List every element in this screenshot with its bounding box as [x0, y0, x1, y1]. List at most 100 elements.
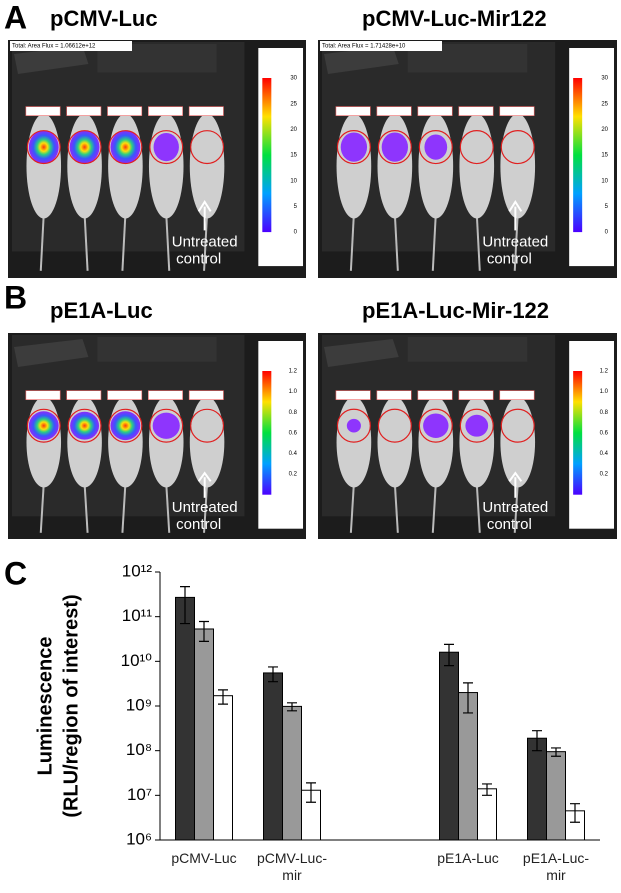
colorbar-tick: 1.0 — [289, 389, 298, 395]
roi-circle — [500, 408, 535, 443]
colorbar-tick: 1.2 — [289, 369, 298, 375]
arrow-head — [508, 471, 523, 482]
roi-circle — [190, 130, 225, 165]
bar — [175, 596, 195, 841]
x-tick-label: pCMV-Luc — [171, 850, 237, 866]
roi-circle — [26, 408, 61, 443]
annotation: control — [176, 516, 221, 533]
error-bar — [532, 730, 542, 752]
roi-label — [66, 106, 102, 116]
roi-label — [417, 106, 453, 116]
mouse-tail — [203, 483, 209, 533]
annotation: Untreated — [172, 233, 238, 250]
panel-letter: A — [4, 0, 27, 35]
arrow-head — [197, 471, 212, 482]
roi-circle — [67, 408, 102, 443]
signal — [28, 411, 59, 441]
mouse-tail — [513, 483, 519, 533]
signal — [424, 134, 448, 160]
roi-label — [335, 106, 371, 116]
mouse-tail — [203, 213, 209, 271]
roi-circle — [26, 130, 61, 165]
mouse-body — [108, 113, 143, 219]
signal — [28, 130, 59, 164]
error-bar — [306, 782, 316, 803]
colorbar-tick: 1.0 — [600, 389, 609, 395]
annotation: control — [487, 250, 532, 267]
roi-circle — [336, 130, 371, 165]
y-tick-label: 10⁸ — [126, 740, 152, 759]
roi-circle — [459, 408, 494, 443]
signal — [381, 132, 408, 162]
mouse-tail — [121, 483, 127, 533]
mouse-tail — [475, 483, 481, 533]
mouse-tail — [393, 213, 399, 271]
colorbar-tick: 20 — [601, 127, 608, 133]
error-bar — [551, 747, 561, 757]
image-title: pE1A-Luc — [50, 298, 153, 323]
mouse-body — [459, 113, 495, 219]
mouse-tail — [475, 213, 481, 271]
signal — [423, 413, 449, 438]
error-bar — [444, 643, 454, 667]
y-tick-label: 10⁹ — [126, 695, 152, 714]
error-bar — [268, 666, 278, 683]
x-tick-label: pE1A-Luc-mir — [522, 850, 590, 883]
signal — [152, 412, 180, 439]
roi-circle — [149, 130, 184, 165]
mouse-tail — [39, 213, 45, 271]
annotation: control — [487, 516, 532, 533]
colorbar — [573, 371, 583, 495]
flux-label: Total: Area Flux = 1.71428e+10 — [322, 44, 406, 50]
roi-circle — [500, 130, 535, 165]
panel-letter: B — [4, 279, 27, 315]
mouse-body — [26, 113, 62, 219]
annotation: control — [176, 250, 221, 267]
roi-label — [499, 390, 535, 400]
y-tick-label: 10¹⁰ — [121, 651, 153, 670]
roi-label — [66, 390, 102, 400]
bar — [194, 628, 214, 841]
roi-label — [107, 390, 143, 400]
colorbar-tick: 25 — [601, 101, 608, 107]
roi-circle — [418, 130, 453, 165]
manifold — [97, 337, 217, 362]
colorbar-tick: 25 — [290, 101, 297, 107]
x-tick-label: pE1A-Luc — [437, 850, 499, 866]
roi-circle — [336, 408, 371, 443]
arrow-head — [197, 199, 212, 212]
mouse-tail — [165, 483, 171, 533]
nose-cone — [14, 339, 89, 367]
roi-circle — [377, 130, 412, 165]
colorbar-tick: 0 — [294, 230, 298, 236]
roi-circle — [459, 130, 494, 165]
roi-label — [458, 390, 494, 400]
mouse-tail — [39, 483, 45, 533]
error-bar — [180, 586, 190, 625]
error-bar — [218, 689, 228, 705]
y-tick-label: 10¹² — [122, 561, 153, 580]
roi-label — [458, 106, 494, 116]
mouse-tail — [349, 213, 355, 271]
colorbar-tick: 1.2 — [600, 369, 609, 375]
mouse-tail — [431, 483, 437, 533]
signal — [340, 132, 368, 162]
mouse-body — [336, 113, 372, 219]
signal — [153, 132, 179, 162]
mouse-body — [148, 113, 184, 219]
signal — [70, 411, 100, 440]
bar — [282, 705, 302, 841]
nose-cone — [324, 46, 399, 74]
bar — [546, 751, 566, 841]
colorbar-tick: 30 — [601, 76, 608, 82]
colorbar-tick: 0.4 — [600, 451, 609, 457]
flux-label-box — [10, 41, 132, 51]
annotation: Untreated — [172, 499, 238, 516]
bar — [527, 737, 547, 841]
colorbar-tick: 0.6 — [289, 430, 298, 436]
image-title: pE1A-Luc-Mir-122 — [362, 298, 549, 323]
roi-circle — [190, 408, 225, 443]
colorbar — [262, 371, 272, 495]
mouse-tail — [431, 213, 437, 271]
colorbar-tick: 0.6 — [600, 430, 609, 436]
